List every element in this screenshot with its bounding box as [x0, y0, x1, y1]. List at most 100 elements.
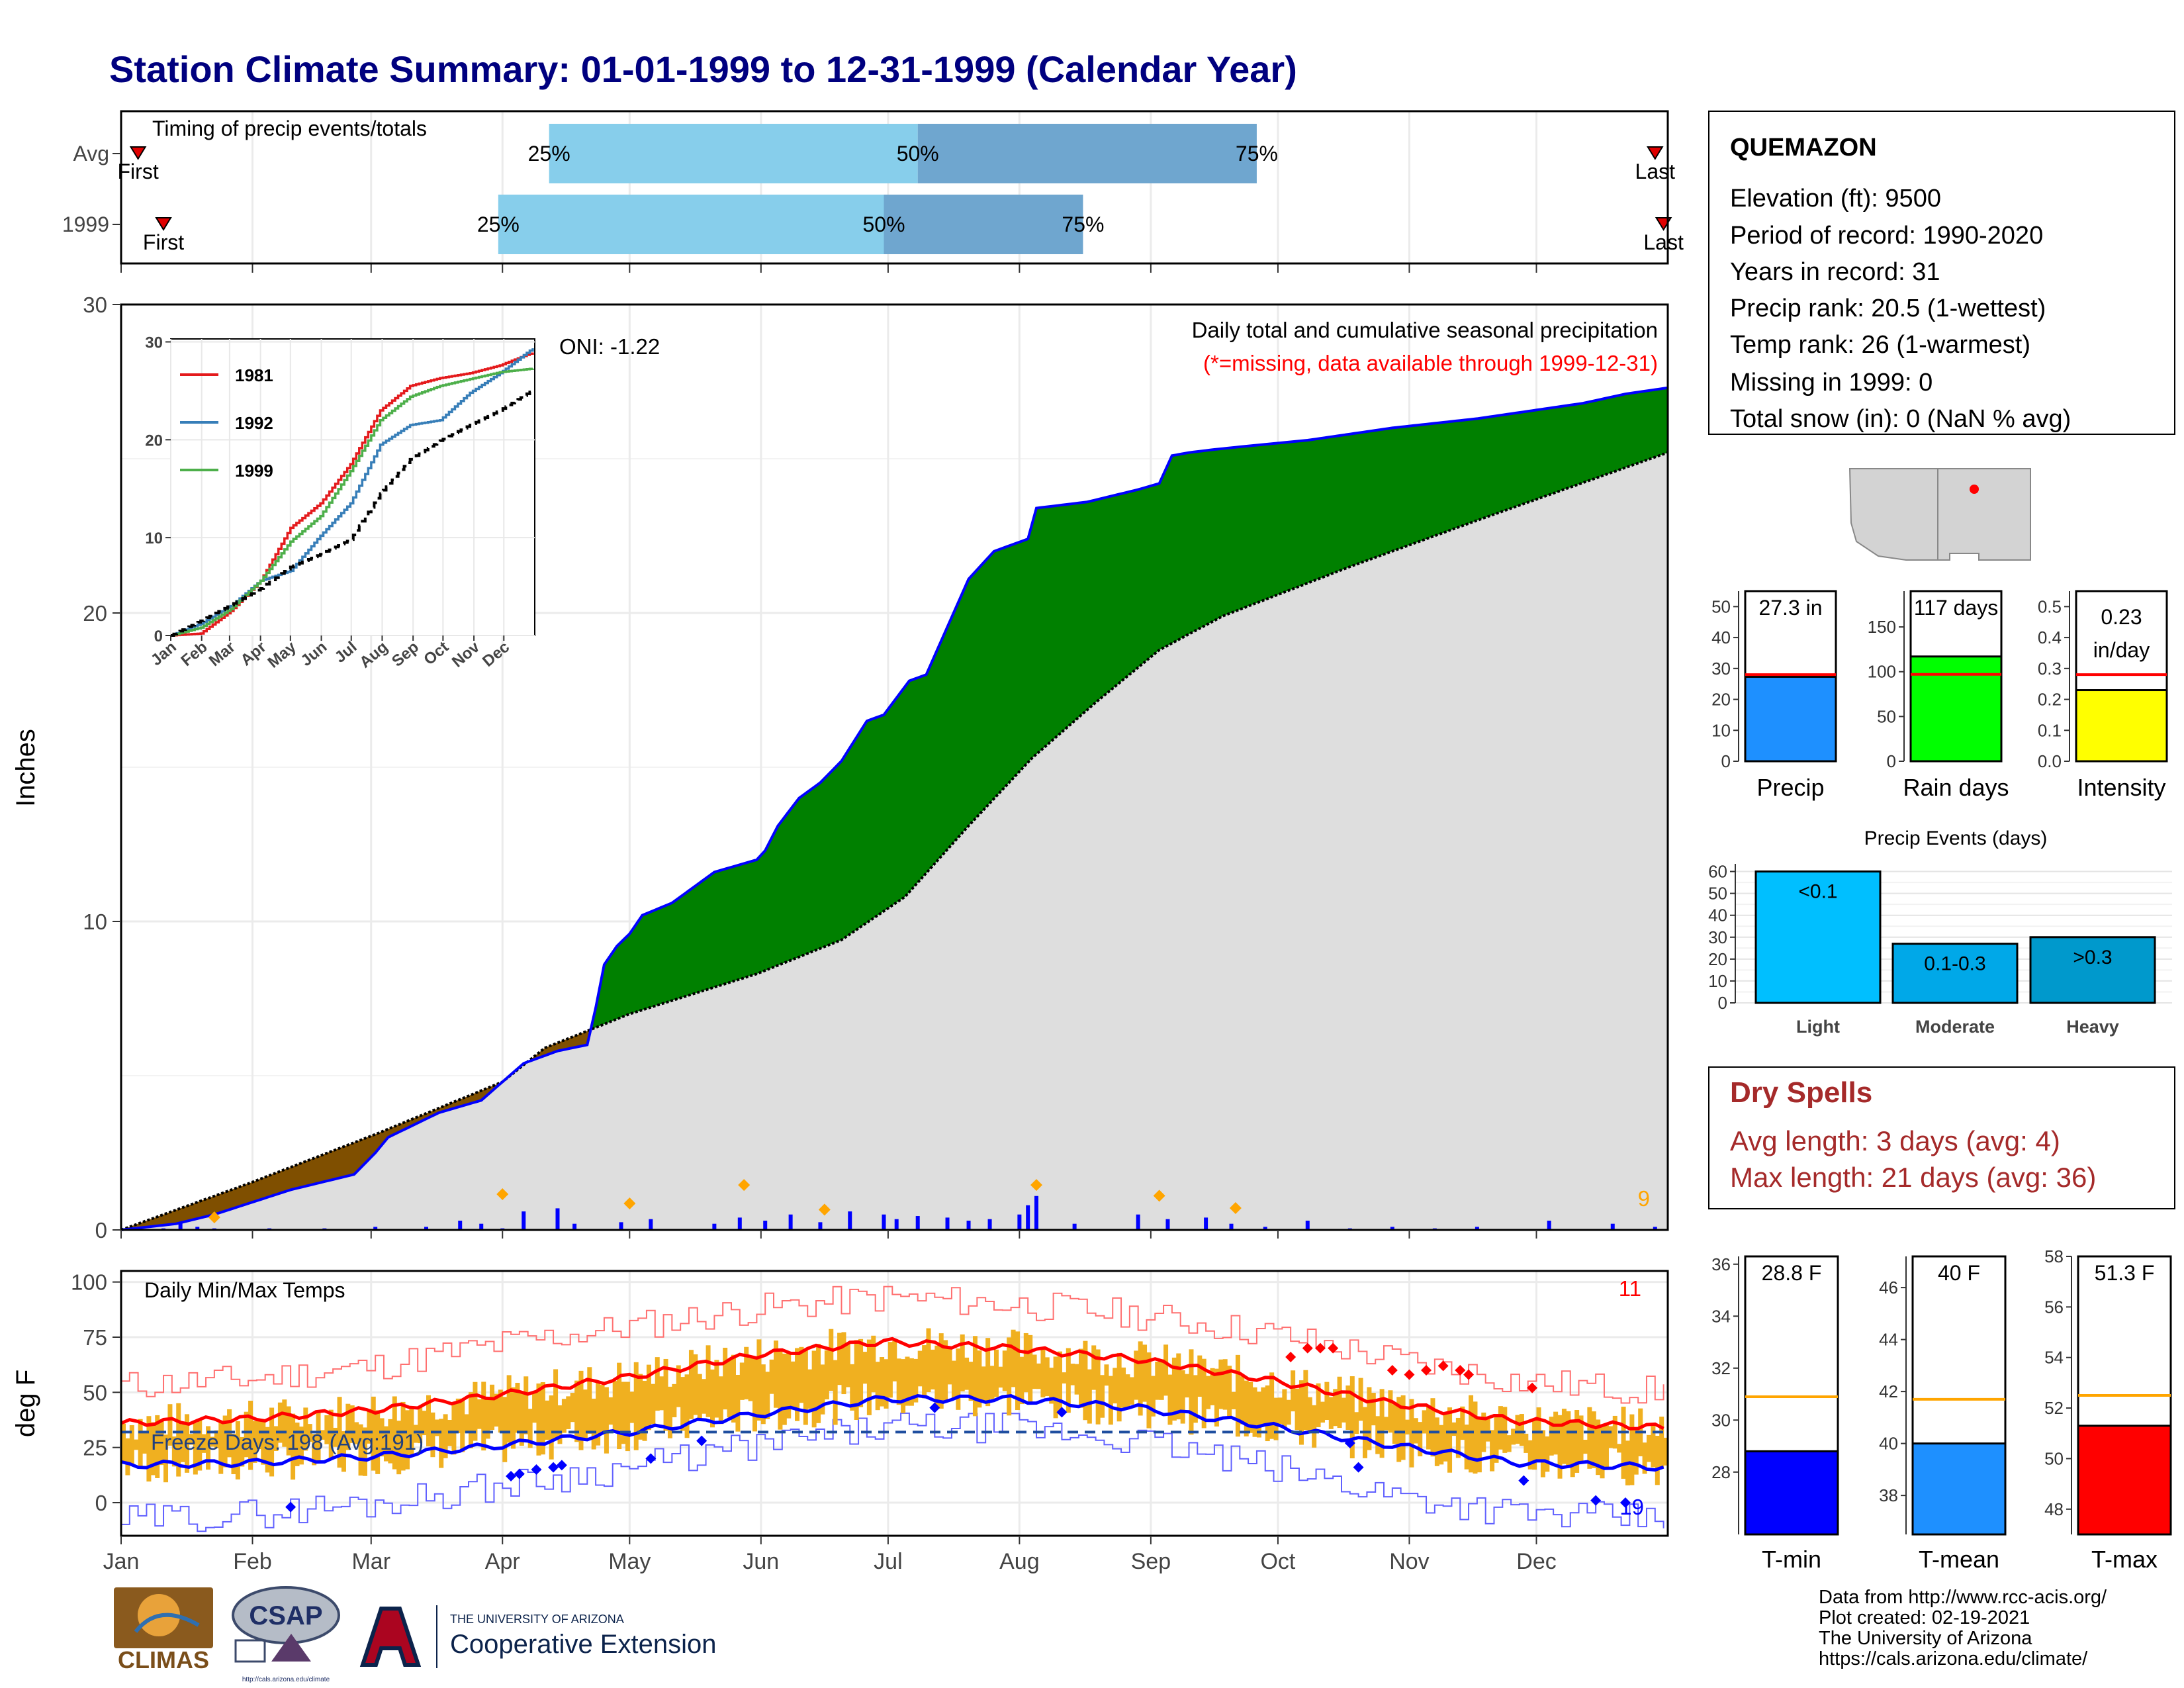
daily-temp-bar: [430, 1412, 435, 1458]
station-line-period: Period of record: 1990-2020: [1730, 222, 2043, 250]
daily-temp-bar: [795, 1348, 800, 1421]
temp-summary-y-tick-label: 44: [1879, 1330, 1898, 1350]
daily-temp-bar: [621, 1382, 626, 1444]
daily-precip-bar: [987, 1219, 992, 1230]
daily-temp-bar: [1201, 1358, 1206, 1429]
record-max-line: [121, 1286, 1664, 1404]
daily-temp-bar: [845, 1342, 850, 1387]
daily-temp-bar: [506, 1375, 512, 1443]
temp-x-tick-label: Dec: [1516, 1549, 1556, 1574]
cold-extreme-marker: [556, 1460, 567, 1471]
daily-temp-bar: [277, 1402, 283, 1443]
daily-temp-bar: [460, 1398, 465, 1452]
daily-temp-bar: [477, 1399, 482, 1429]
daily-temp-bar: [1439, 1425, 1444, 1465]
credit-line-2: Plot created: 02-19-2021: [1819, 1607, 2030, 1628]
daily-temp-bar: [303, 1407, 308, 1451]
daily-temp-bar: [1007, 1337, 1012, 1416]
daily-temp-bar: [909, 1358, 914, 1406]
daily-temp-bar: [214, 1430, 219, 1448]
daily-temp-bar: [1277, 1397, 1283, 1424]
events-y-tick-label: 50: [1708, 884, 1727, 904]
daily-temp-bar: [1646, 1434, 1651, 1462]
precip-panel: 0 10 20 30 Inches Daily total and cumulativ…: [11, 293, 1669, 1243]
temp-summary-label: T-min: [1762, 1546, 1821, 1573]
daily-temp-bar: [324, 1415, 330, 1444]
hot-extreme-marker: [1463, 1369, 1475, 1380]
daily-temp-bar: [799, 1346, 804, 1403]
daily-temp-bar: [1079, 1348, 1084, 1408]
daily-temp-bar: [566, 1396, 571, 1429]
daily-temp-bar: [312, 1434, 317, 1466]
daily-temp-bar: [803, 1350, 808, 1425]
timing-p25-label: 25%: [477, 212, 520, 236]
summary-bar-label: Rain days: [1903, 774, 2009, 801]
inset-y-tick-label: 0: [154, 628, 163, 645]
temp-y-tick-label: 25: [83, 1436, 107, 1460]
csap-logo: CSAP http://cals.arizona.edu/climate: [232, 1586, 340, 1683]
daily-temp-bar: [1235, 1354, 1240, 1437]
temp-y-tick-label: 50: [83, 1380, 107, 1405]
daily-temp-bar: [129, 1425, 134, 1465]
daily-temp-bar: [1557, 1415, 1563, 1479]
daily-temp-bar: [1324, 1382, 1330, 1421]
daily-temp-bar: [404, 1410, 410, 1470]
temp-summary-fill: [1744, 1450, 1839, 1536]
daily-temp-bar: [383, 1426, 388, 1462]
daily-temp-bar: [1015, 1331, 1020, 1411]
events-y-tick-label: 0: [1718, 993, 1727, 1013]
temp-extreme-markers: [285, 1342, 1631, 1513]
daily-temp-bar: [269, 1407, 275, 1477]
daily-temp-bar: [1176, 1353, 1181, 1420]
daily-temp-bar: [1524, 1433, 1529, 1453]
daily-temp-bar: [1549, 1417, 1554, 1456]
daily-temp-bar: [1316, 1383, 1321, 1428]
daily-temp-bars: [121, 1328, 1668, 1485]
daily-temp-bar: [638, 1374, 643, 1440]
daily-temp-bar: [1333, 1389, 1338, 1427]
daily-temp-bar: [930, 1349, 935, 1389]
daily-temp-bar: [1121, 1367, 1126, 1408]
daily-temp-bar: [1655, 1436, 1660, 1485]
daily-temp-bar: [1400, 1395, 1406, 1460]
daily-temp-bar: [375, 1410, 381, 1474]
daily-temp-bar: [1227, 1366, 1232, 1417]
summary-y-tick-label: 30: [1711, 659, 1731, 679]
cold-extreme-marker: [696, 1435, 707, 1446]
daily-temp-bar: [917, 1350, 923, 1387]
daily-precip-bar: [818, 1222, 823, 1230]
daily-temp-bar: [388, 1419, 393, 1464]
daily-temp-bar: [1146, 1352, 1152, 1429]
daily-temp-bar: [926, 1328, 931, 1393]
daily-temp-bar: [1405, 1419, 1410, 1435]
extreme-precip-marker: [496, 1188, 509, 1201]
daily-temp-bar: [286, 1406, 291, 1456]
daily-temp-bar: [1150, 1376, 1156, 1417]
timing-bars: 25% 50% 75% First Last 25% 50% 75% First Last: [118, 124, 1684, 254]
daily-temp-bar: [1129, 1377, 1134, 1405]
station-line-elevation: Elevation (ft): 9500: [1730, 185, 1941, 212]
daily-temp-bar: [396, 1421, 402, 1475]
daily-temp-bar: [490, 1384, 495, 1430]
daily-temp-bar: [667, 1386, 672, 1438]
daily-temp-bar: [549, 1395, 554, 1460]
daily-temp-bar: [1142, 1344, 1148, 1402]
precip-x-ticks: [120, 1230, 1537, 1239]
temp-summary-y-tick-label: 40: [1879, 1434, 1898, 1454]
temp-x-tick-label: Jul: [874, 1549, 902, 1574]
daily-temp-bar: [206, 1426, 211, 1470]
daily-temp-bar: [1185, 1374, 1190, 1398]
events-y-tick-label: 40: [1708, 906, 1727, 925]
inset-legend-1992: 1992: [235, 413, 273, 433]
daily-temp-bar: [1651, 1425, 1656, 1468]
timing-last-marker: [1647, 146, 1664, 160]
daily-temp-bar: [786, 1352, 792, 1419]
daily-temp-bar: [1582, 1440, 1588, 1454]
extreme-precip-marker: [738, 1179, 751, 1192]
daily-temp-bar: [977, 1350, 982, 1408]
daily-temp-bar: [413, 1425, 418, 1443]
daily-precip-bar: [894, 1219, 899, 1230]
daily-temp-bar: [185, 1414, 190, 1473]
